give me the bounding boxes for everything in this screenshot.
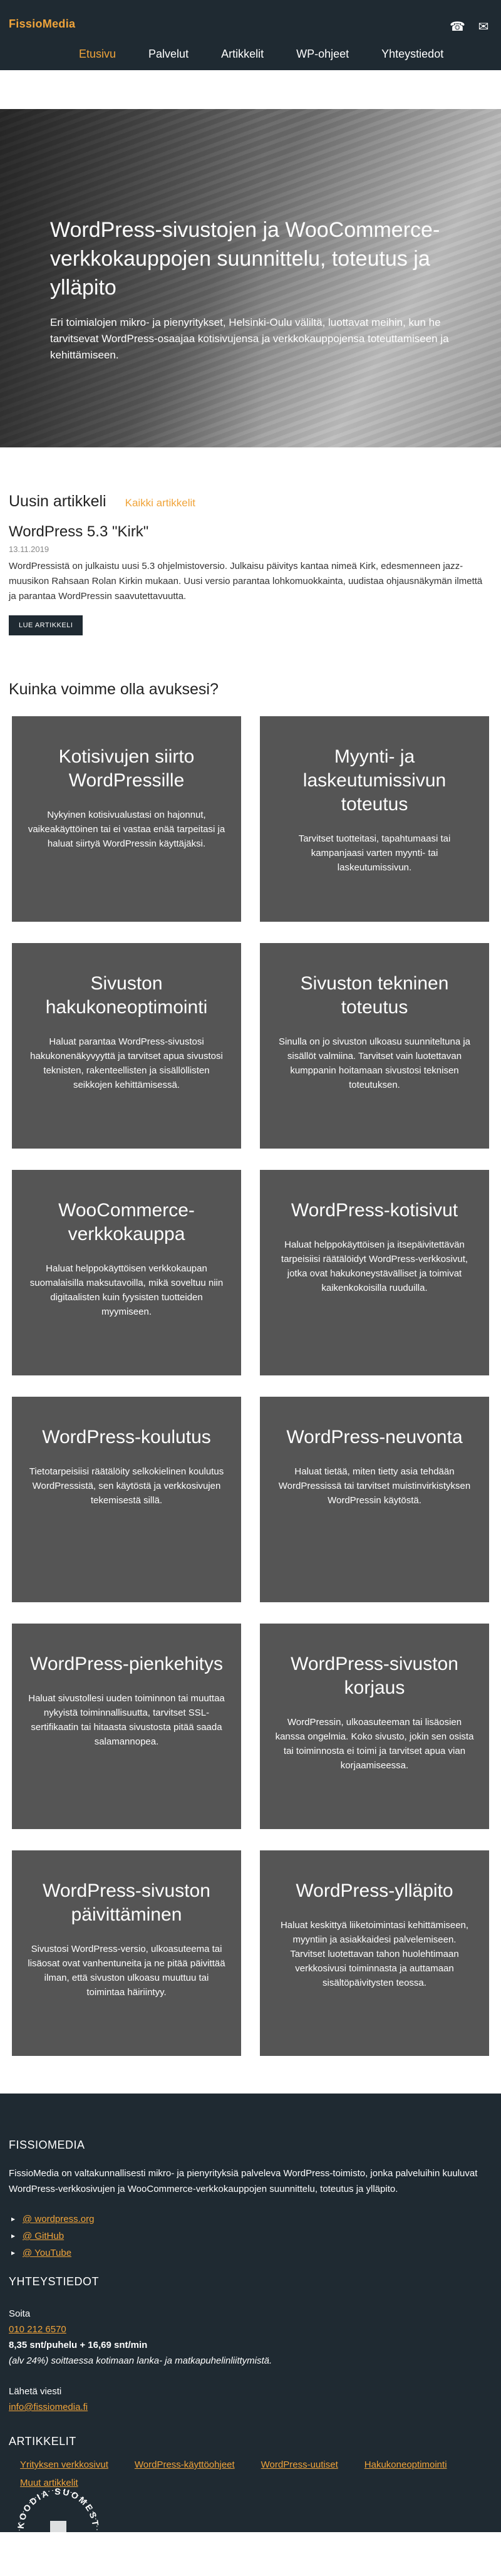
wordpress-link[interactable]: @ wordpress.org (23, 2214, 95, 2224)
service-title: WordPress-neuvonta (286, 1427, 463, 1447)
service-text: Haluat sivustollesi uuden toiminnon tai … (28, 1693, 225, 1747)
service-text: Tietotarpeisiisi räätälöity selkokieline… (29, 1466, 224, 1506)
all-articles-link[interactable]: Kaikki artikkelit (125, 497, 196, 509)
hero-banner: WordPress-sivustojen ja WooCommerce-verk… (0, 109, 501, 447)
service-text: Haluat tietää, miten tietty asia tehdään… (278, 1466, 471, 1506)
services-section: Kuinka voimme olla avuksesi? Kotisivujen… (0, 635, 501, 2056)
service-card[interactable]: WordPress-neuvonta Haluat tietää, miten t… (260, 1397, 489, 1602)
article-link-hakukoneoptimointi[interactable]: Hakukoneoptimointi (364, 2459, 447, 2470)
service-title: Sivuston hakukoneoptimointi (45, 973, 208, 1018)
service-text: WordPressin, ulkoasuteeman tai lisäosien… (275, 1717, 474, 1771)
service-text: Haluat helppokäyttöisen verkkokaupan suo… (29, 1263, 224, 1317)
service-text: Haluat parantaa WordPress-sivustosi haku… (30, 1036, 223, 1090)
hero-text: Eri toimialojen mikro- ja pienyritykset,… (50, 316, 449, 361)
post-date: 13.11.2019 (9, 545, 49, 554)
service-card[interactable]: WordPress-sivuston korjaus WordPressin, u… (260, 1624, 489, 1829)
service-text: Haluat keskittyä liiketoimintasi kehittä… (280, 1920, 469, 1988)
service-text: Sivustosi WordPress-versio, ulkoasuteema… (28, 1944, 225, 1998)
service-title: Sivuston tekninen toteutus (300, 973, 449, 1018)
article-link-wordpress-uutiset[interactable]: WordPress-uutiset (261, 2459, 338, 2470)
koodia-suomesta-badge: KOODIA SUOMESTA (11, 2482, 99, 2568)
service-card[interactable]: WordPress-pienkehitys Haluat sivustollesi… (12, 1624, 241, 1829)
call-label: Soita (9, 2308, 31, 2319)
footer-articles-title: ARTIKKELIT (9, 2435, 76, 2448)
post-title[interactable]: WordPress 5.3 "Kirk" (9, 523, 149, 540)
hero-content: WordPress-sivustojen ja WooCommerce-verk… (50, 216, 451, 363)
envelope-icon[interactable]: ✉ (478, 20, 489, 34)
hero-title: WordPress-sivustojen ja WooCommerce-verk… (50, 218, 440, 300)
article-link-wordpress-kayttoohjeet[interactable]: WordPress-käyttöohjeet (134, 2459, 235, 2470)
service-title: WordPress-sivuston korjaus (291, 1654, 458, 1698)
service-text: Sinulla on jo sivuston ulkoasu suunnitel… (278, 1036, 471, 1090)
service-card[interactable]: Sivuston tekninen toteutus Sinulla on jo … (260, 943, 489, 1149)
phone-icon[interactable]: ☎ (450, 20, 465, 34)
service-title: WooCommerce-verkkokauppa (58, 1200, 195, 1244)
service-card[interactable]: Sivuston hakukoneoptimointi Haluat parant… (12, 943, 241, 1149)
nav-item-yhteystiedot[interactable]: Yhteystiedot (381, 48, 444, 60)
main-nav: Etusivu Palvelut Artikkelit WP-ohjeet Yh… (63, 48, 460, 61)
latest-article-section: Uusin artikkeli Kaikki artikkelit WordPr… (0, 447, 501, 635)
social-item: @ YouTube (9, 2245, 492, 2261)
youtube-link[interactable]: @ YouTube (23, 2248, 72, 2258)
service-card[interactable]: Myynti- ja laskeutumissivun toteutus Tarv… (260, 716, 489, 922)
nav-item-wp-ohjeet[interactable]: WP-ohjeet (296, 48, 349, 60)
nav-item-artikkelit[interactable]: Artikkelit (221, 48, 264, 60)
nav-item-etusivu[interactable]: Etusivu (79, 48, 116, 60)
github-link[interactable]: @ GitHub (23, 2231, 65, 2241)
social-item: @ GitHub (9, 2228, 492, 2245)
service-card[interactable]: WordPress-sivuston päivittäminen Sivustos… (12, 1850, 241, 2056)
site-header: FissioMedia ☎ ✉ Etusivu Palvelut Artikke… (0, 0, 501, 70)
services-title: Kuinka voimme olla avuksesi? (9, 681, 219, 698)
phone-link[interactable]: 010 212 6570 (9, 2324, 66, 2335)
service-text: Nykyinen kotisivualustasi on hajonnut, v… (28, 810, 225, 849)
email-label: Lähetä viesti (9, 2386, 62, 2397)
service-title: WordPress-kotisivut (291, 1200, 458, 1221)
read-article-button[interactable]: LUE ARTIKKELI (9, 615, 83, 635)
service-text: Haluat helppokäyttöisen ja itsepäivitett… (281, 1239, 468, 1293)
nav-item-palvelut[interactable]: Palvelut (148, 48, 189, 60)
footer-brand-title: FISSIOMEDIA (9, 2139, 85, 2151)
social-links: @ wordpress.org @ GitHub @ YouTube (9, 2211, 492, 2261)
service-card[interactable]: WordPress-koulutus Tietotarpeisiisi räätä… (12, 1397, 241, 1602)
social-item: @ wordpress.org (9, 2211, 492, 2228)
post-excerpt: WordPressistä on julkaistu uusi 5.3 ohje… (9, 561, 483, 602)
service-title: WordPress-pienkehitys (30, 1654, 223, 1674)
hero-overlay (0, 109, 263, 447)
footer-article-links: Yrityksen verkkosivut WordPress-käyttöoh… (9, 2459, 491, 2488)
service-text: Tarvitset tuotteitasi, tapahtumaasi tai … (298, 833, 451, 873)
service-card[interactable]: Kotisivujen siirto WordPressille Nykyinen… (12, 716, 241, 922)
service-card[interactable]: WordPress-kotisivut Haluat helppokäyttöis… (260, 1170, 489, 1375)
service-card[interactable]: WordPress-ylläpito Haluat keskittyä liike… (260, 1850, 489, 2056)
article-link-muut-artikkelit[interactable]: Muut artikkelit (20, 2478, 78, 2488)
service-title: WordPress-ylläpito (296, 1880, 453, 1901)
service-title: WordPress-sivuston päivittäminen (43, 1880, 210, 1925)
service-card[interactable]: WooCommerce-verkkokauppa Haluat helppokäy… (12, 1170, 241, 1375)
service-title: Kotisivujen siirto WordPressille (58, 746, 195, 791)
site-footer: FISSIOMEDIA FissioMedia on valtakunnalli… (0, 2094, 501, 2568)
article-link-yrityksen-verkkosivut[interactable]: Yrityksen verkkosivut (20, 2459, 108, 2470)
call-price: 8,35 snt/puhelu + 16,69 snt/min (9, 2340, 148, 2350)
articles-header: Uusin artikkeli Kaikki artikkelit (9, 493, 492, 511)
call-price-note: (alv 24%) soittaessa kotimaan lanka- ja … (9, 2355, 272, 2366)
brand-logo[interactable]: FissioMedia (9, 18, 76, 30)
contact-title: YHTEYSTIEDOT (9, 2275, 100, 2288)
email-link[interactable]: info@fissiomedia.fi (9, 2402, 88, 2412)
service-title: Myynti- ja laskeutumissivun toteutus (302, 746, 447, 815)
footer-about: FissioMedia on valtakunnallisesti mikro-… (9, 2168, 478, 2194)
latest-article-title: Uusin artikkeli (9, 493, 106, 510)
header-icons: ☎ ✉ (450, 19, 491, 34)
service-grid: Kotisivujen siirto WordPressille Nykyinen… (9, 716, 492, 2056)
service-title: WordPress-koulutus (42, 1427, 211, 1447)
